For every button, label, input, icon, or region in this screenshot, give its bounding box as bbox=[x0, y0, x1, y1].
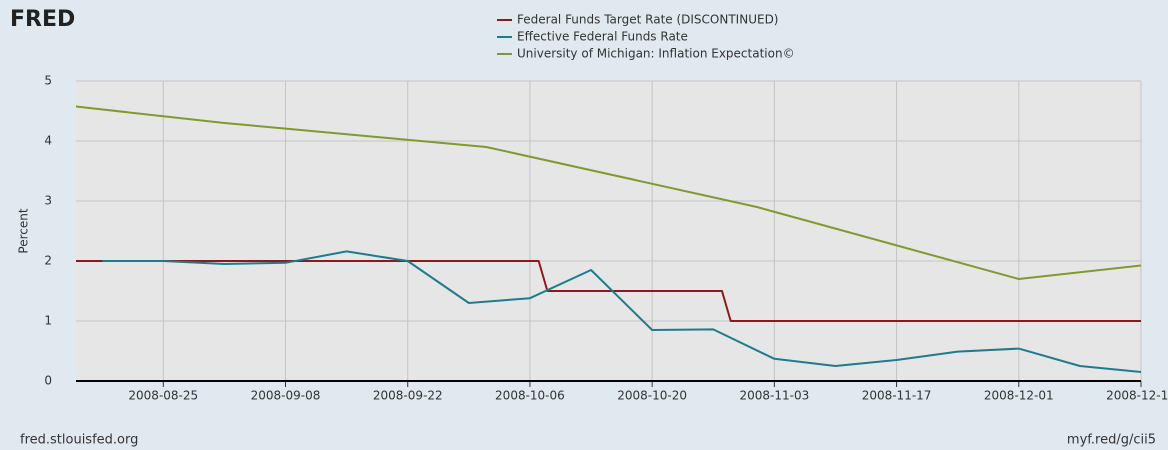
short-url[interactable]: myf.red/g/cii5 bbox=[1067, 433, 1156, 448]
x-tick-label: 2008-12-15 bbox=[1106, 389, 1168, 403]
x-tick-label: 2008-11-03 bbox=[739, 389, 809, 403]
axes: 0 1 2 3 4 5 2008-08-25 2008-09-08 2008-09-22 2008… bbox=[44, 74, 1168, 403]
plot-area bbox=[76, 81, 1141, 381]
y-axis-label: Percent bbox=[17, 208, 31, 253]
x-tick-label: 2008-08-25 bbox=[128, 389, 198, 403]
legend-label: Effective Federal Funds Rate bbox=[517, 30, 688, 44]
x-tick-label: 2008-10-20 bbox=[617, 389, 687, 403]
x-tick-label: 2008-12-01 bbox=[984, 389, 1054, 403]
x-tick-label: 2008-09-08 bbox=[251, 389, 321, 403]
brand-logo[interactable]: FRED bbox=[10, 7, 75, 32]
series-line bbox=[76, 260, 1141, 322]
source[interactable]: fred.stlouisfed.org bbox=[20, 433, 138, 448]
series-group bbox=[76, 105, 1141, 373]
legend-label: Federal Funds Target Rate (DISCONTINUED) bbox=[517, 13, 779, 27]
y-tick-label: 4 bbox=[44, 134, 52, 148]
legend-label: University of Michigan: Inflation Expect… bbox=[517, 47, 795, 61]
y-tick-label: 3 bbox=[44, 194, 52, 208]
series-line bbox=[102, 250, 1141, 373]
y-tick-label: 0 bbox=[44, 374, 52, 388]
x-tick-label: 2008-10-06 bbox=[495, 389, 565, 403]
y-tick-label: 5 bbox=[44, 74, 52, 88]
series-line bbox=[76, 105, 1141, 280]
x-tick-label: 2008-09-22 bbox=[373, 389, 443, 403]
y-tick-label: 1 bbox=[44, 314, 52, 328]
y-tick-label: 2 bbox=[44, 254, 52, 268]
x-tick-label: 2008-11-17 bbox=[862, 389, 932, 403]
